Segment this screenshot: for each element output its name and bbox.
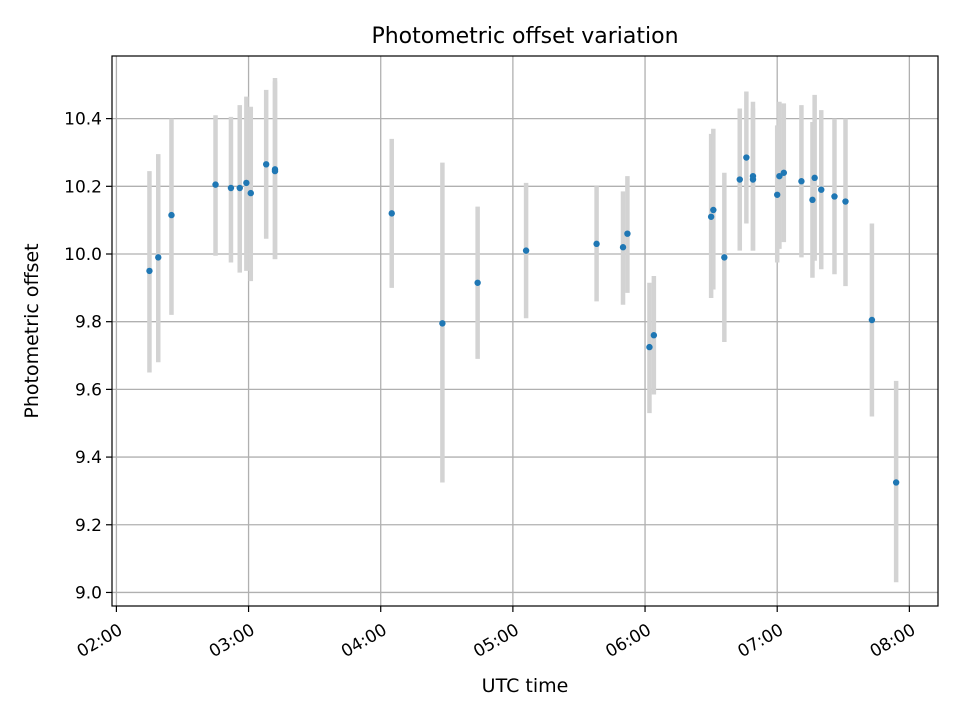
data-point	[146, 267, 153, 275]
data-point	[439, 320, 446, 327]
data-point	[842, 198, 849, 205]
data-point	[227, 184, 235, 192]
data-point	[749, 176, 757, 183]
data-point	[522, 247, 530, 254]
data-point	[818, 186, 825, 193]
data-point	[774, 191, 781, 198]
data-point	[892, 479, 900, 486]
data-point	[776, 172, 783, 180]
data-point	[243, 179, 250, 187]
data-point	[619, 244, 627, 251]
data-point	[707, 213, 715, 220]
plot-frame	[111, 55, 939, 607]
data-point	[798, 178, 805, 185]
y-tick-label: 9.0	[75, 583, 102, 603]
y-tick-label: 10.4	[64, 110, 102, 130]
data-point	[593, 240, 600, 248]
y-tick-label: 9.6	[75, 380, 102, 400]
data-point	[868, 316, 876, 324]
data-point	[212, 181, 219, 188]
data-point	[811, 174, 818, 182]
data-point	[155, 254, 162, 261]
y-tick-label: 9.8	[75, 313, 102, 333]
data-point	[721, 254, 728, 261]
data-points	[146, 154, 900, 486]
data-point	[236, 184, 243, 192]
data-point	[247, 189, 254, 197]
y-tick-label: 10.0	[64, 245, 102, 265]
data-point	[710, 206, 717, 214]
data-point	[646, 343, 653, 351]
y-tick-label: 10.2	[64, 177, 102, 197]
data-point	[831, 193, 838, 200]
data-point	[271, 167, 279, 175]
y-tick-label: 9.4	[75, 448, 102, 468]
data-point	[262, 161, 270, 168]
data-point	[780, 169, 788, 176]
data-point	[743, 154, 750, 161]
data-point	[168, 211, 175, 219]
data-point	[624, 230, 631, 237]
data-point	[736, 176, 743, 183]
y-axis-label: Photometric offset	[21, 243, 43, 418]
y-tick-label: 9.2	[75, 516, 102, 536]
data-point	[388, 210, 395, 217]
chart-title: Photometric offset variation	[371, 24, 678, 49]
data-point	[809, 196, 816, 204]
data-point	[650, 332, 658, 339]
data-point	[474, 279, 481, 286]
x-axis-label: UTC time	[482, 675, 569, 697]
